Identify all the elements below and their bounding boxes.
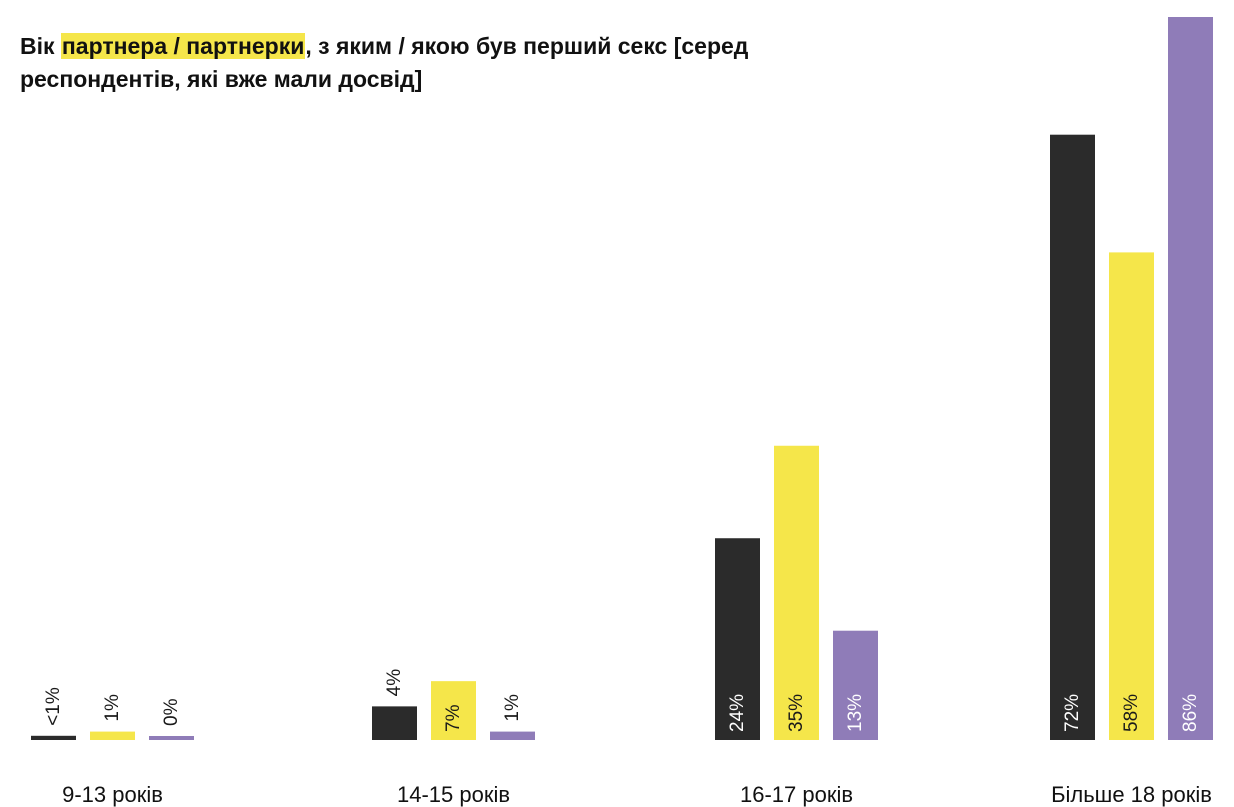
category-label: Більше 18 років [1051, 782, 1212, 807]
bar [1050, 134, 1095, 740]
bar-group: <1% 1% 0% 9-13 років [31, 687, 194, 807]
category-label: 9-13 років [62, 782, 163, 807]
bar-group: 4% 7% 1% 14-15 років [372, 669, 535, 807]
category-label: 16-17 років [740, 782, 853, 807]
bar-value-label: 35% [786, 694, 807, 732]
title-suffix: , з яким / якою був перший секс [серед р… [20, 33, 749, 92]
bar [90, 731, 135, 740]
bar-value-label: 72% [1062, 694, 1083, 732]
bar [31, 735, 76, 740]
bar-value-label: 24% [727, 694, 748, 732]
title-prefix: Вік [20, 33, 61, 59]
bar [1109, 252, 1154, 740]
bar [833, 630, 878, 740]
bar [149, 736, 194, 740]
bar-value-label: 0% [161, 698, 182, 726]
category-label: 14-15 років [397, 782, 510, 807]
bar-value-label: 58% [1121, 694, 1142, 732]
bar-value-label: 4% [384, 669, 405, 697]
bar-value-label: <1% [43, 687, 64, 726]
bar [1168, 17, 1213, 740]
bar-group: 24% 35% 13% 16-17 років [715, 445, 878, 807]
bar-value-label: 1% [502, 694, 523, 722]
bar [774, 445, 819, 740]
bar-group: 72% 58% 86% Більше 18 років [1050, 17, 1213, 807]
bar [372, 706, 417, 740]
bar-value-label: 1% [102, 694, 123, 722]
bar-value-label: 7% [443, 704, 464, 732]
bar [715, 538, 760, 740]
bar [431, 681, 476, 740]
title-highlight: партнера / партнерки [60, 33, 306, 59]
chart-title: Вік партнера / партнерки, з яким / якою … [20, 30, 880, 96]
bar [490, 731, 535, 740]
bar-value-label: 86% [1180, 694, 1201, 732]
bar-value-label: 13% [845, 694, 866, 732]
